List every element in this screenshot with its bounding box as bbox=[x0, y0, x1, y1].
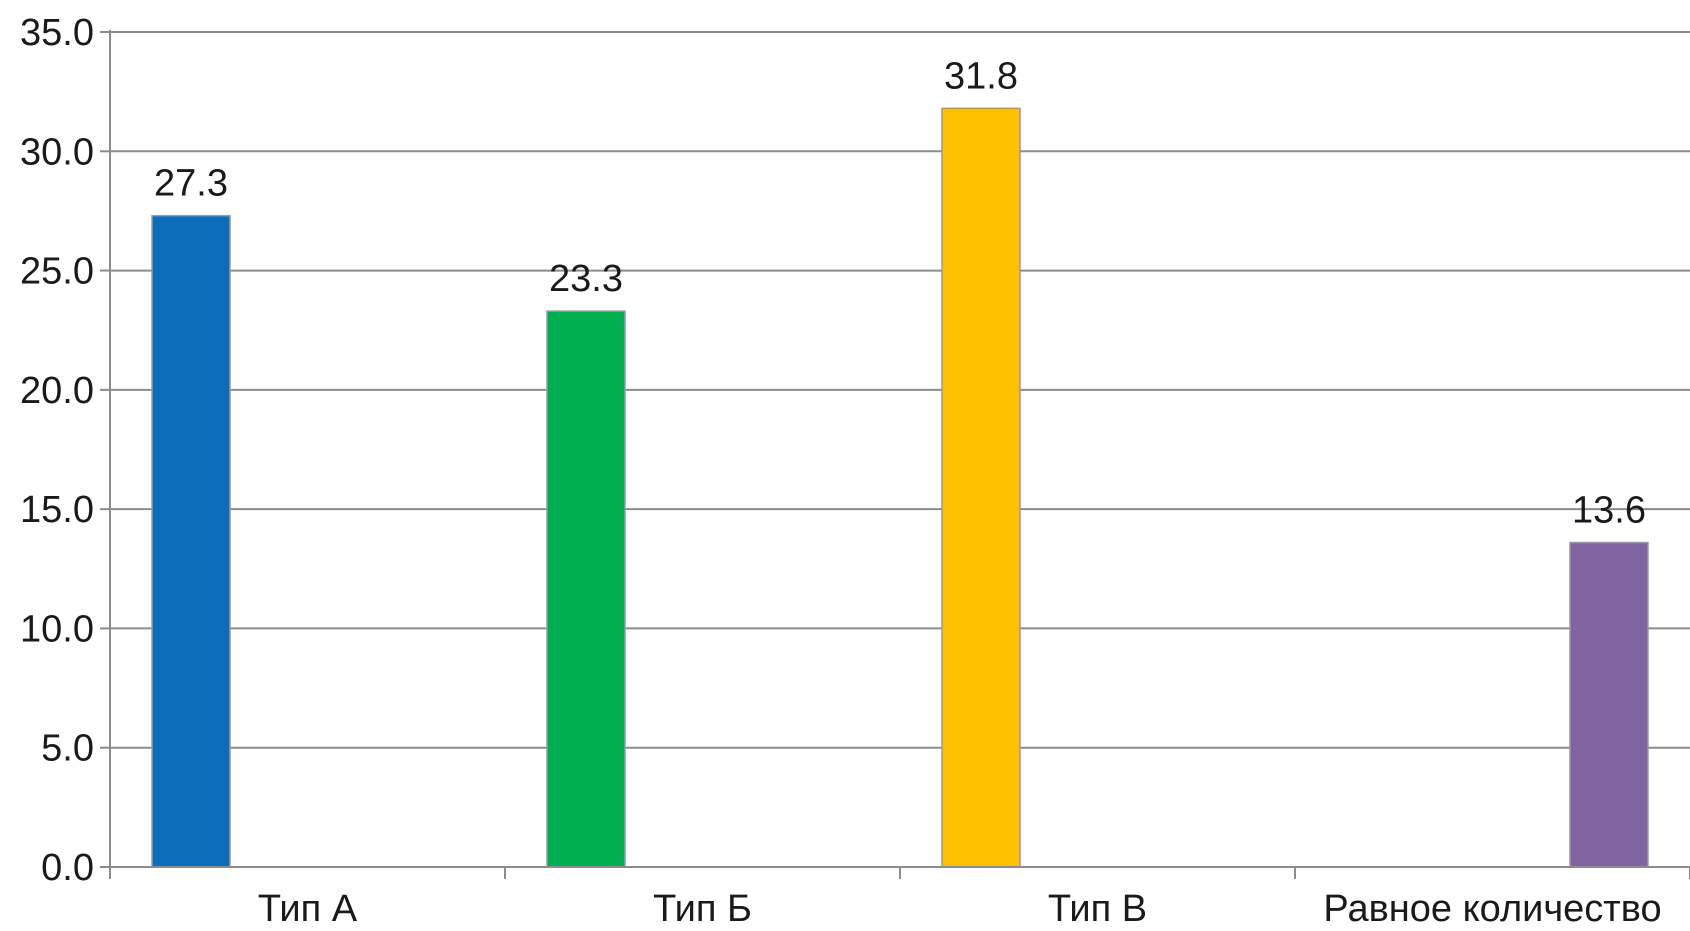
category-label-1: Тип Б bbox=[653, 888, 752, 930]
y-tick-label-4: 20.0 bbox=[20, 370, 94, 412]
y-tick-label-5: 25.0 bbox=[20, 251, 94, 293]
category-label-0: Тип А bbox=[258, 888, 358, 930]
y-tick-label-6: 30.0 bbox=[20, 131, 94, 173]
y-tick-label-3: 15.0 bbox=[20, 489, 94, 531]
bars bbox=[151, 107, 1649, 868]
y-tick-label-1: 5.0 bbox=[41, 728, 94, 770]
y-tick-label-0: 0.0 bbox=[41, 847, 94, 889]
data-label-0: 27.3 bbox=[154, 163, 228, 205]
category-label-3: Равное количество bbox=[1323, 888, 1661, 930]
category-label-2: Тип В bbox=[1048, 888, 1147, 930]
axes bbox=[100, 30, 1690, 879]
gridlines bbox=[110, 31, 1690, 749]
labels: 0.0 5.0 10.0 15.0 20.0 25.0 30.0 35.0 27.3 Тип А 2… bbox=[20, 12, 1662, 930]
bar-2 bbox=[941, 107, 1021, 868]
y-tick-label-2: 10.0 bbox=[20, 608, 94, 650]
y-tick-label-7: 35.0 bbox=[20, 12, 94, 54]
data-label-3: 13.6 bbox=[1572, 490, 1646, 532]
data-label-1: 23.3 bbox=[549, 258, 623, 300]
bar-1 bbox=[546, 310, 626, 868]
bar-0 bbox=[151, 214, 231, 868]
data-label-2: 31.8 bbox=[944, 55, 1018, 97]
bar-3 bbox=[1569, 541, 1649, 868]
